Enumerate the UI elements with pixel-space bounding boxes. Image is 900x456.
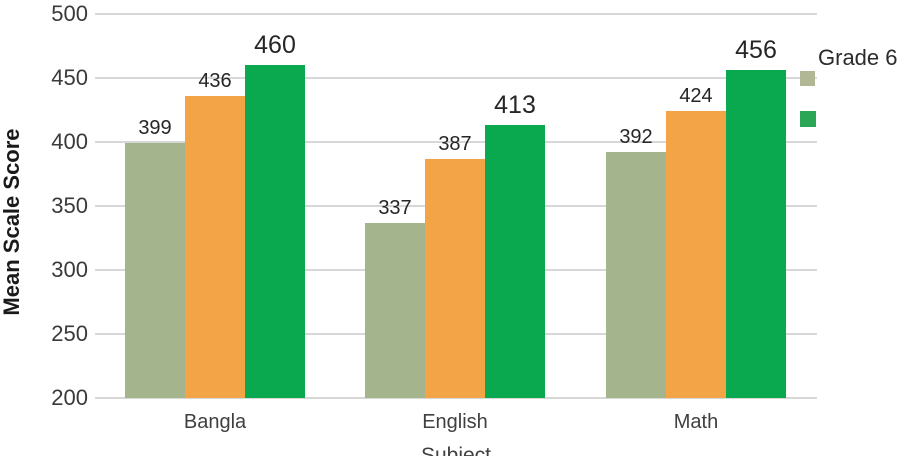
y-axis-title: Mean Scale Score [0, 128, 24, 316]
bar-math-series2 [666, 111, 726, 398]
y-tick-label: 350 [51, 193, 88, 218]
gridline [95, 13, 817, 15]
bar-value-label: 436 [198, 69, 232, 92]
legend-marker [800, 71, 815, 86]
plot-area: 399 436 460 337 387 413 392 424 456 [95, 13, 817, 399]
bar-value-label: 337 [378, 196, 412, 219]
y-tick-label: 450 [51, 65, 88, 90]
y-tick-label: 300 [51, 257, 88, 282]
bar-value-label: 399 [138, 117, 172, 140]
bar-value-label: 387 [438, 132, 472, 155]
legend-marker [800, 111, 816, 127]
x-tick-label: Math [673, 411, 719, 433]
gridline [95, 397, 817, 399]
x-tick-label: Bangla [183, 411, 247, 433]
y-tick-label: 400 [51, 129, 88, 154]
bar-bangla-series3 [245, 65, 305, 398]
bar-value-label: 392 [619, 126, 653, 149]
bar-bangla-series2 [185, 95, 245, 398]
bar-math-series1 [606, 152, 666, 398]
y-tick-label: 250 [51, 321, 88, 346]
legend-label: Grade 6 [818, 45, 898, 70]
x-tick-label: English [422, 411, 488, 433]
gridline [95, 141, 817, 143]
y-tick-label: 500 [51, 1, 88, 26]
bar-english-series1 [365, 222, 425, 398]
bar-english-series2 [425, 158, 485, 398]
y-tick-label: 200 [51, 385, 88, 410]
bar-english-series3 [485, 125, 545, 398]
bar-bangla-series1 [125, 143, 185, 398]
x-axis-title: Subject [420, 444, 492, 456]
bar-math-series3 [726, 70, 786, 398]
bar-value-label: 424 [679, 85, 713, 108]
bar-value-label: 413 [494, 91, 536, 120]
gridline [95, 77, 817, 79]
bar-value-label: 456 [735, 36, 777, 65]
bar-value-label: 460 [254, 31, 296, 60]
